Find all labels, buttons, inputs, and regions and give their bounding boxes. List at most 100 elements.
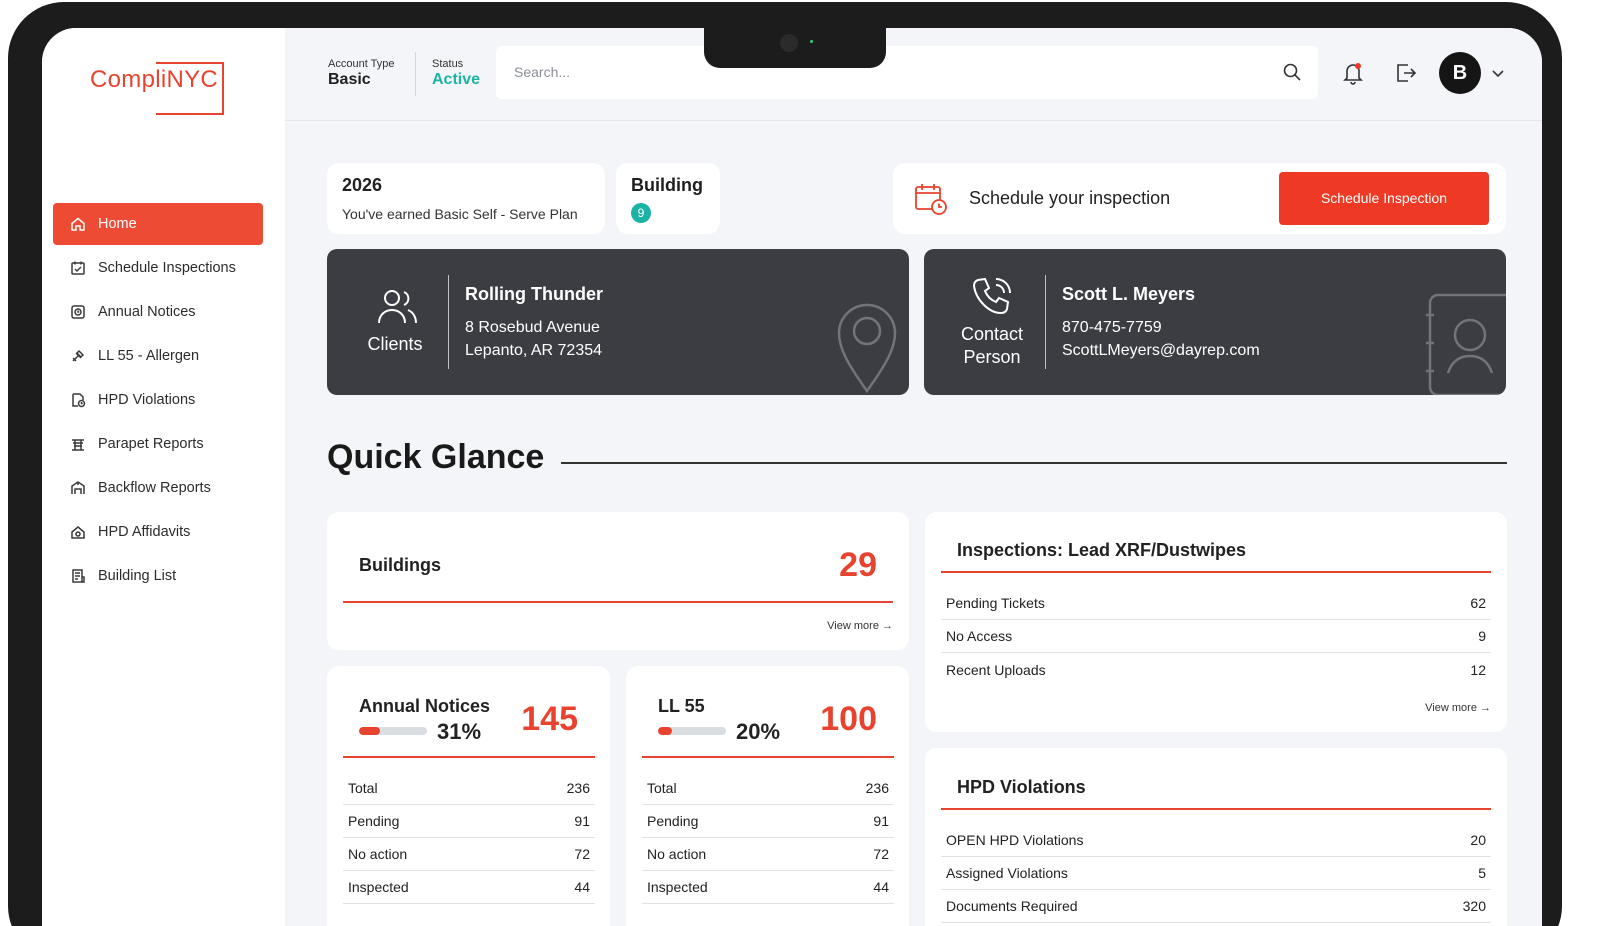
sidebar-item-hpd-violations[interactable]: HPD Violations [53, 379, 263, 421]
search-input[interactable]: Search... [496, 46, 1318, 99]
row-value: 236 [566, 780, 590, 796]
map-pin-icon [827, 293, 907, 395]
table-row: Inspected 44 [642, 871, 894, 904]
status-value: Active [432, 71, 481, 88]
contact-label-line2: Person [963, 347, 1021, 367]
clients-label: Clients [367, 334, 423, 354]
annual-notices-card: Annual Notices 31% 145 Total 236 Pending 9… [327, 666, 610, 926]
row-label: Pending [647, 813, 699, 829]
row-label: Inspected [348, 879, 409, 895]
annual-notices-progress [359, 727, 427, 735]
buildings-count: 29 [839, 546, 877, 584]
account-type-label: Account Type [328, 58, 395, 70]
building-label: Building [631, 175, 703, 195]
sidebar-item-schedule-inspections[interactable]: Schedule Inspections [53, 247, 263, 289]
row-label: Total [348, 780, 378, 796]
quick-glance-title: Quick Glance [327, 438, 545, 476]
building-card[interactable]: Building 9 [616, 163, 720, 234]
table-row: Documents Required 320 [941, 890, 1491, 923]
status-label: Status [432, 58, 464, 70]
table-row: No action 72 [642, 838, 894, 871]
ll55-count: 100 [820, 700, 877, 738]
search-icon[interactable] [1282, 62, 1302, 87]
contact-phone[interactable]: 870-475-7759 [1062, 319, 1162, 336]
card-divider [343, 756, 595, 758]
sidebar-item-label: HPD Affidavits [98, 524, 191, 540]
sidebar-item-backflow-reports[interactable]: Backflow Reports [53, 467, 263, 509]
annual-notices-count: 145 [521, 700, 578, 738]
sidebar-item-home[interactable]: Home [53, 203, 263, 245]
ll55-progress [658, 727, 726, 735]
row-label: No action [647, 846, 707, 862]
phone-icon [970, 275, 1014, 324]
sidebar-item-label: Backflow Reports [98, 480, 211, 496]
row-value: 5 [1478, 865, 1486, 881]
progress-fill [359, 727, 381, 735]
house-icon [69, 523, 87, 541]
sidebar-item-label: Schedule Inspections [98, 260, 236, 276]
calendar-clock-icon [913, 181, 949, 222]
hpd-violations-title: HPD Violations [957, 777, 1086, 797]
sidebar-item-annual-notices[interactable]: Annual Notices [53, 291, 263, 333]
table-row: OPEN HPD Violations 20 [941, 824, 1491, 857]
row-value: 9 [1478, 628, 1486, 644]
sidebar-item-label: Building List [98, 568, 177, 584]
view-more-link[interactable]: View more → [1425, 702, 1491, 714]
schedule-inspection-button[interactable]: Schedule Inspection [1279, 172, 1489, 225]
calendar-check-icon [69, 259, 87, 277]
sidebar-nav: Home Schedule Inspections Annual Notices… [53, 203, 263, 599]
sidebar-item-label: Annual Notices [98, 304, 196, 320]
table-row: Assigned Violations 5 [941, 857, 1491, 890]
device-frame: CompliNYC Home Schedule Inspections Annu… [8, 2, 1562, 926]
card-divider [941, 571, 1491, 573]
sidebar-item-parapet-reports[interactable]: Parapet Reports [53, 423, 263, 465]
client-address-line2: Lepanto, AR 72354 [465, 342, 603, 359]
chevron-down-icon[interactable] [1491, 66, 1505, 84]
sidebar-item-hpd-affidavits[interactable]: HPD Affidavits [53, 511, 263, 553]
logout-icon[interactable] [1394, 61, 1418, 90]
avatar[interactable]: B [1439, 52, 1481, 94]
sidebar: CompliNYC Home Schedule Inspections Annu… [42, 28, 285, 926]
screen: CompliNYC Home Schedule Inspections Annu… [42, 28, 1542, 926]
plan-card: 2026 You've earned Basic Self - Serve Pl… [327, 163, 605, 234]
backflow-icon [69, 479, 87, 497]
view-more-label: View more [1425, 702, 1477, 714]
sidebar-item-building-list[interactable]: Building List [53, 555, 263, 597]
logo-frame [156, 62, 224, 115]
view-more-label: View more [827, 620, 879, 632]
home-icon [69, 215, 87, 233]
search-placeholder: Search... [514, 64, 571, 80]
card-divider [642, 756, 894, 758]
row-value: 72 [574, 846, 590, 862]
row-value: 44 [574, 879, 590, 895]
row-label: Inspected [647, 879, 708, 895]
document-clock-icon [69, 391, 87, 409]
notification-bell-icon[interactable] [1342, 61, 1364, 90]
camera-indicator [810, 40, 813, 43]
row-value: 72 [873, 846, 889, 862]
users-icon [375, 285, 419, 334]
row-value: 91 [873, 813, 889, 829]
annual-notices-percent: 31% [437, 719, 482, 744]
building-list-icon [69, 567, 87, 585]
inspections-card: Inspections: Lead XRF/Dustwipes Pending … [925, 512, 1507, 732]
progress-fill [658, 727, 672, 735]
account-status: Status Active [432, 58, 480, 89]
sidebar-item-label: LL 55 - Allergen [98, 348, 200, 364]
row-label: Pending Tickets [946, 595, 1045, 611]
ll55-card: LL 55 20% 100 Total 236 Pending 91 No acti… [626, 666, 909, 926]
view-more-link[interactable]: View more → [827, 620, 893, 632]
client-name: Rolling Thunder [465, 284, 603, 304]
client-card: Clients Rolling Thunder 8 Rosebud Avenue… [327, 249, 909, 395]
buildings-card: Buildings 29 View more → [327, 512, 909, 650]
contact-name: Scott L. Meyers [1062, 284, 1196, 304]
table-row: Pending Tickets 62 [941, 587, 1491, 620]
sidebar-item-ll55-allergen[interactable]: LL 55 - Allergen [53, 335, 263, 377]
table-row: No action 72 [343, 838, 595, 871]
contact-email[interactable]: ScottLMeyers@dayrep.com [1062, 342, 1260, 359]
header-divider [415, 52, 416, 96]
row-value: 320 [1462, 898, 1486, 914]
table-row: Total 236 [343, 772, 595, 805]
divider [1045, 275, 1046, 369]
app-logo[interactable]: CompliNYC [90, 62, 224, 115]
